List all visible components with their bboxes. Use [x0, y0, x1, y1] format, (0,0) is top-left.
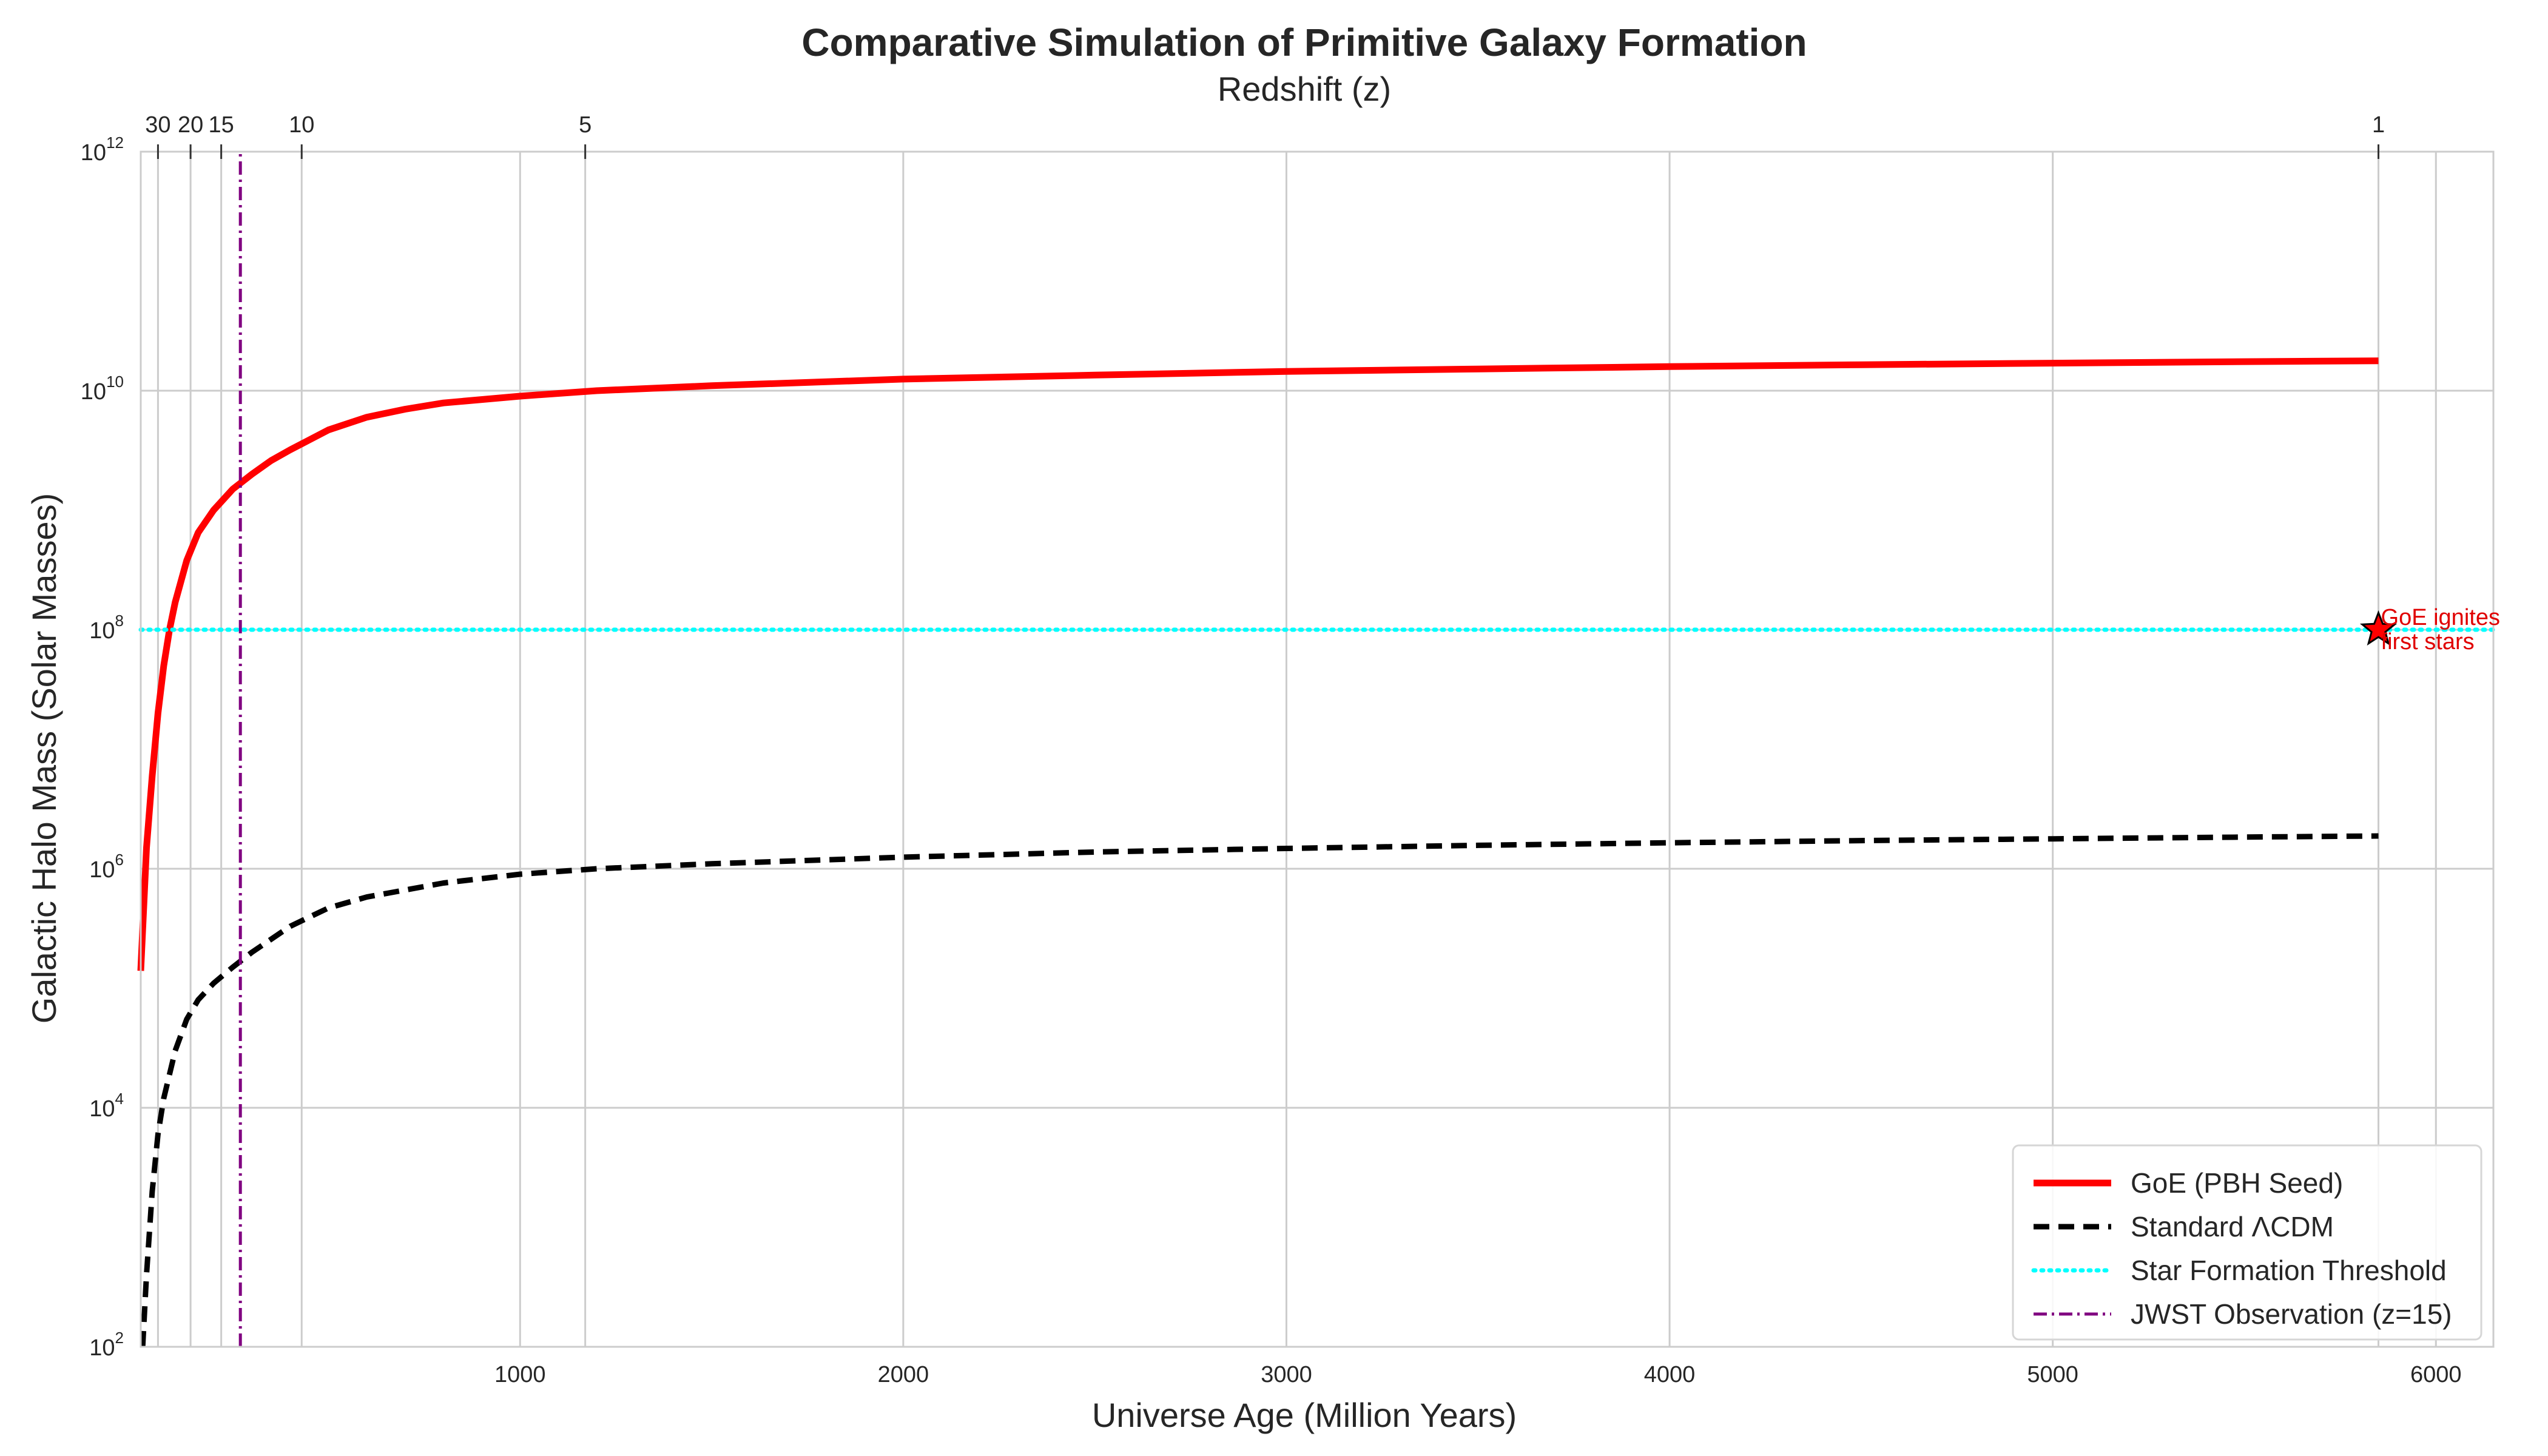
series-line-1: [137, 357, 2379, 971]
x-tick-label: 4000: [1644, 1362, 1696, 1387]
legend-items: GoE (PBH Seed) Standard ΛCDM Star Formatio…: [2031, 1167, 2452, 1330]
chart-title: Comparative Simulation of Primitive Gala…: [801, 21, 1807, 64]
x-axis-label: Universe Age (Million Years): [1092, 1396, 1517, 1434]
series-line-2: [140, 833, 2379, 1347]
y-tick-label: 1012: [81, 133, 124, 166]
legend-label: Star Formation Threshold: [2131, 1255, 2447, 1286]
redshift-tick-label: 10: [289, 112, 314, 138]
y-tick-label: 1010: [81, 372, 124, 405]
redshift-tick-label: 1: [2372, 112, 2385, 138]
x-tick-label: 2000: [878, 1362, 929, 1387]
x-tick-label: 1000: [494, 1362, 546, 1387]
y-tick-label: 108: [89, 612, 124, 644]
y-tick-label: 102: [89, 1329, 124, 1361]
legend-label: GoE (PBH Seed): [2131, 1167, 2343, 1199]
legend: GoE (PBH Seed) Standard ΛCDM Star Formatio…: [2012, 1144, 2482, 1341]
redshift-tick-label: 20: [178, 112, 203, 138]
annotation-star-marker: [2359, 610, 2398, 646]
redshift-tick-label: 30: [145, 112, 170, 138]
plot-frame: [140, 150, 2495, 1348]
tick-layer: 102 104 106 108 1010 1012 1000 2000 3000 4000 5000…: [81, 112, 2462, 1387]
x-tick-label: 3000: [1261, 1362, 1312, 1387]
y-axis-label: Galactic Halo Mass (Solar Masses): [25, 493, 63, 1023]
legend-box: [2012, 1144, 2482, 1341]
redshift-tick-label: 15: [208, 112, 234, 138]
top-axis-label: Redshift (z): [1218, 70, 1391, 108]
x-tick-label: 5000: [2027, 1362, 2078, 1387]
x-tick-label: 6000: [2410, 1362, 2462, 1387]
y-tick-label: 106: [89, 851, 124, 883]
redshift-tick-label: 5: [579, 112, 592, 138]
annotation-text: GoE ignites: [2381, 605, 2500, 630]
series-layer: [137, 152, 2496, 1347]
legend-label: Standard ΛCDM: [2131, 1211, 2334, 1242]
annotation-text: first stars: [2381, 629, 2475, 655]
y-tick-label: 104: [89, 1090, 124, 1122]
legend-label: JWST Observation (z=15): [2131, 1298, 2452, 1330]
